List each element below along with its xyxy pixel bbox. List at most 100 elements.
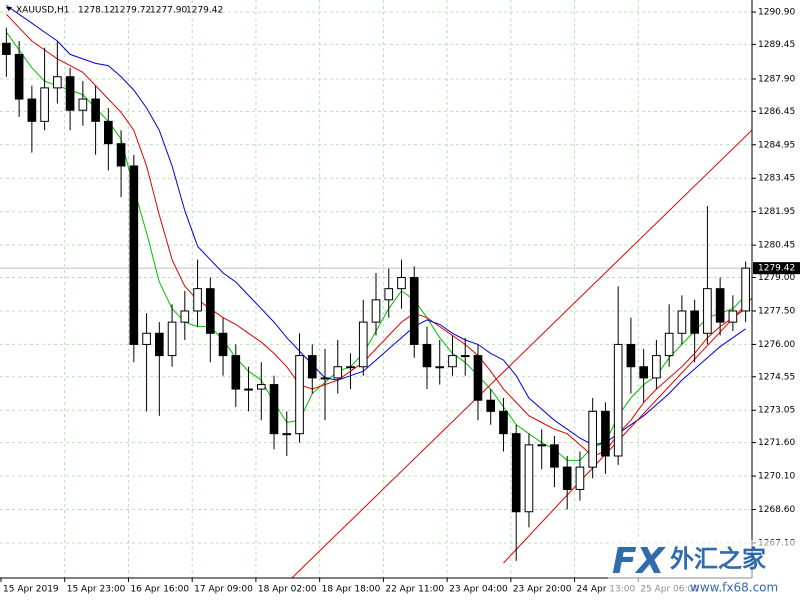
candle-body	[486, 399, 496, 412]
candle-body	[715, 288, 725, 323]
y-tick-label: 1274.55	[758, 372, 795, 382]
candle-body	[53, 76, 62, 89]
candle-body	[690, 310, 699, 334]
y-tick-label: 1273.05	[758, 406, 795, 416]
candle-body	[40, 87, 49, 122]
candle-body	[142, 332, 151, 345]
candle-body	[154, 332, 164, 357]
candle-body	[626, 343, 636, 368]
candle-body	[193, 288, 202, 312]
x-tick-label: 18 Apr 02:00	[258, 585, 317, 595]
y-tick-label: 1284.95	[758, 140, 795, 150]
candle-body	[511, 433, 521, 513]
candle-body	[728, 310, 738, 323]
candle-body	[2, 42, 11, 55]
x-tick-label: 24 Apr 13:00	[577, 585, 636, 595]
x-tick-label: 17 Apr 09:00	[194, 585, 253, 595]
candle-body	[231, 355, 241, 390]
trend-line	[503, 297, 752, 564]
candle-body	[371, 299, 381, 323]
candle-body	[524, 444, 534, 513]
quote-open: 1278.12	[78, 6, 115, 16]
x-tick-label: 16 Apr 16:00	[130, 585, 189, 595]
candle-body	[460, 355, 470, 358]
candle-body	[27, 98, 37, 122]
candle-body	[588, 410, 598, 468]
axes: 1290.90 1289.45 1287.90 1286.45 1284.95 1283.…	[0, 8, 800, 595]
trend-line	[291, 129, 752, 578]
y-tick-label: 1268.60	[758, 505, 795, 515]
y-tick-label: 1280.45	[758, 241, 795, 251]
candle-body	[664, 332, 674, 357]
watermark-bg	[608, 540, 800, 600]
quote-close: 1279.42	[186, 6, 223, 16]
candle-body	[409, 277, 419, 345]
candle-body	[78, 98, 88, 111]
x-tick-label: 18 Apr 18:00	[322, 585, 381, 595]
candle-body	[435, 366, 445, 369]
candle-body	[116, 143, 126, 167]
y-tick-label: 1279.00	[758, 273, 795, 283]
candle-body	[384, 288, 394, 301]
candle-body	[218, 332, 228, 357]
y-tick-label: 1287.90	[758, 74, 795, 84]
x-tick-label: 23 Apr 04:00	[449, 585, 508, 595]
candle-body	[575, 466, 585, 490]
candle-body	[333, 366, 343, 379]
candle-body	[295, 355, 304, 435]
symbol: XAUUSD,H1	[16, 6, 70, 16]
plot-area	[2, 4, 752, 578]
y-tick-label: 1283.45	[758, 174, 795, 184]
candle-body	[703, 288, 712, 334]
candle-body	[205, 288, 215, 334]
watermark: FX 外汇之家 www.fx68.com	[608, 540, 800, 600]
candle-body	[397, 277, 406, 290]
candle-body	[307, 355, 317, 379]
x-tick-label: 22 Apr 11:00	[385, 585, 444, 595]
candle-body	[562, 466, 572, 490]
candle-body	[104, 120, 113, 145]
candle-body	[167, 321, 177, 357]
quote-low: 1277.90	[150, 6, 187, 16]
candle-body	[537, 444, 547, 447]
x-tick-label: 15 Apr 23:00	[67, 585, 126, 595]
header: XAUUSD,H1 1278.12 1279.72 1277.90 1279.4…	[6, 6, 223, 16]
candle-body	[346, 366, 355, 369]
y-tick-label: 1270.10	[758, 472, 795, 482]
y-tick-label: 1271.60	[758, 438, 795, 448]
candle-body	[180, 310, 190, 323]
watermark-name: 外汇之家	[670, 545, 766, 573]
x-tick-label: 23 Apr 20:00	[513, 585, 572, 595]
watermark-url: www.fx68.com	[690, 581, 778, 595]
candle-body	[320, 377, 330, 380]
y-tick-label: 1289.45	[758, 40, 795, 50]
y-tick-label: 1276.00	[758, 340, 795, 350]
y-tick-label: 1286.45	[758, 107, 795, 117]
candle-body	[129, 165, 139, 345]
candle-body	[422, 343, 432, 368]
candle-body	[499, 410, 508, 435]
grid	[0, 0, 752, 578]
candle-body	[65, 76, 75, 111]
candle-body	[91, 98, 100, 122]
last-price-label: 1279.42	[758, 264, 795, 274]
quote-high: 1279.72	[114, 6, 151, 16]
header-arrow	[6, 7, 12, 11]
candle-body	[448, 355, 457, 368]
candle-body	[677, 310, 687, 334]
candle-body	[244, 388, 253, 391]
y-tick-label: 1290.90	[758, 8, 795, 18]
x-tick-label: 15 Apr 2019	[3, 585, 59, 595]
candle-body	[269, 384, 279, 435]
candle-body	[741, 267, 750, 312]
candle-body	[256, 384, 266, 390]
candle-body	[282, 433, 292, 436]
y-tick-label: 1281.95	[758, 207, 795, 217]
candle-body	[652, 355, 661, 379]
watermark-brand: FX	[612, 541, 667, 582]
y-tick-label: 1277.50	[758, 306, 795, 316]
candle-body	[613, 343, 623, 457]
candle-body	[358, 321, 368, 368]
